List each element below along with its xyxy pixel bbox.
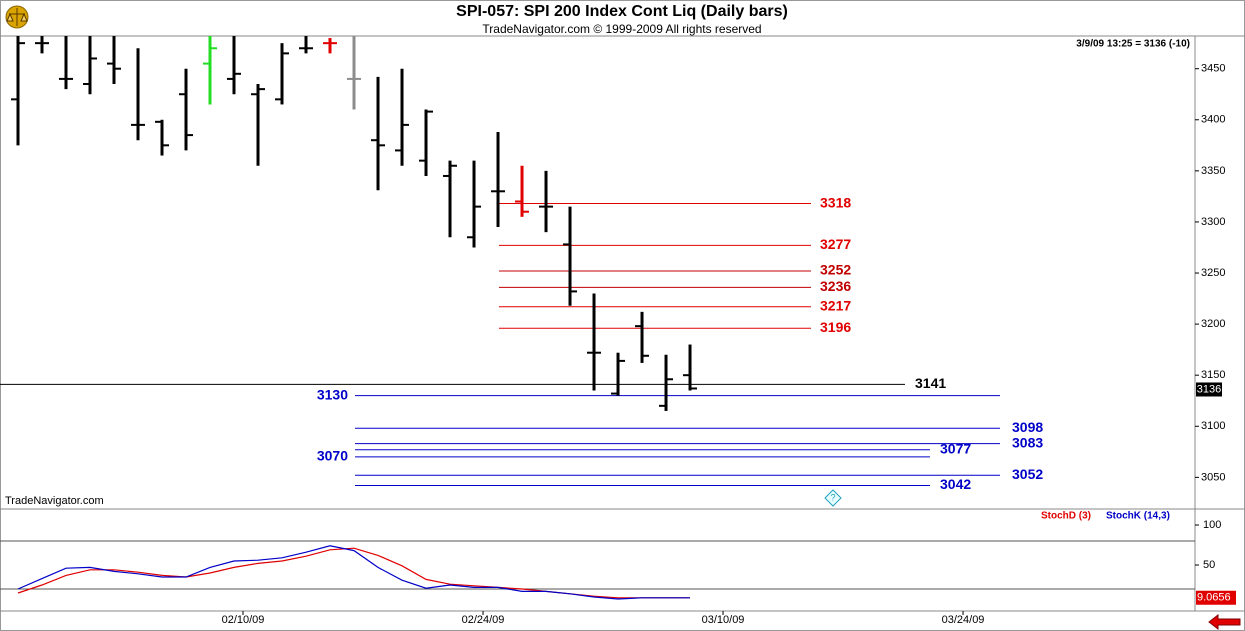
price-info: 3/9/09 13:25 = 3136 (-10) [1076,39,1190,50]
y-tick-label: 3450 [1201,63,1225,75]
level-label: 3042 [940,476,971,492]
y-tick-label: 3250 [1201,267,1225,279]
y-tick-label: 3400 [1201,114,1225,126]
level-label: 3141 [915,375,946,391]
y-tick-label: 50 [1203,559,1215,571]
chart-subtitle: TradeNavigator.com © 1999-2009 All right… [482,22,761,36]
chart-title: SPI-057: SPI 200 Index Cont Liq (Daily b… [456,3,788,20]
scroll-arrow[interactable] [1208,613,1241,631]
last-value-box [1196,590,1236,605]
last-price-label: 3136 [1197,383,1221,395]
last-price-box [1196,382,1222,397]
y-tick-label: 3100 [1201,420,1225,432]
level-label: 3318 [820,194,851,210]
logo [5,5,29,29]
level-label: 3196 [820,319,851,335]
y-tick-label: 3350 [1201,165,1225,177]
y-tick-label: 100 [1203,519,1221,531]
axes: 3050 3100 3150 3200 3250 3300 3350 3400 3450 02/1… [222,63,1236,626]
legend-entry: StochK (14,3) [1106,511,1170,522]
y-tick-label: 3150 [1201,369,1225,381]
y-tick-label: 3300 [1201,216,1225,228]
x-tick-label: 03/10/09 [702,614,745,626]
level-label: 3130 [317,386,348,402]
x-tick-label: 02/10/09 [222,614,265,626]
x-tick-label: 02/24/09 [462,614,505,626]
svg-text:?: ? [830,492,835,502]
watermark: TradeNavigator.com [5,495,104,507]
x-tick-label: 03/24/09 [942,614,985,626]
legend-entry: StochD (3) [1041,511,1091,522]
level-label: 3083 [1012,434,1043,450]
level-label: 3077 [940,440,971,456]
level-label: 3052 [1012,466,1043,482]
level-label: 3098 [1012,419,1043,435]
level-label: 3217 [820,297,851,313]
y-tick-label: 3050 [1201,471,1225,483]
last-value-label: 9.0656 [1197,592,1231,604]
help-icon[interactable]: ? [824,489,842,507]
price-panel [0,36,1000,487]
indicator-panel [0,540,1195,600]
level-label: 3252 [820,262,851,278]
y-tick-label: 3200 [1201,318,1225,330]
level-label: 3277 [820,236,851,252]
stoch-line [17,545,691,600]
level-label: 3236 [820,278,851,294]
level-label: 3070 [317,448,348,464]
